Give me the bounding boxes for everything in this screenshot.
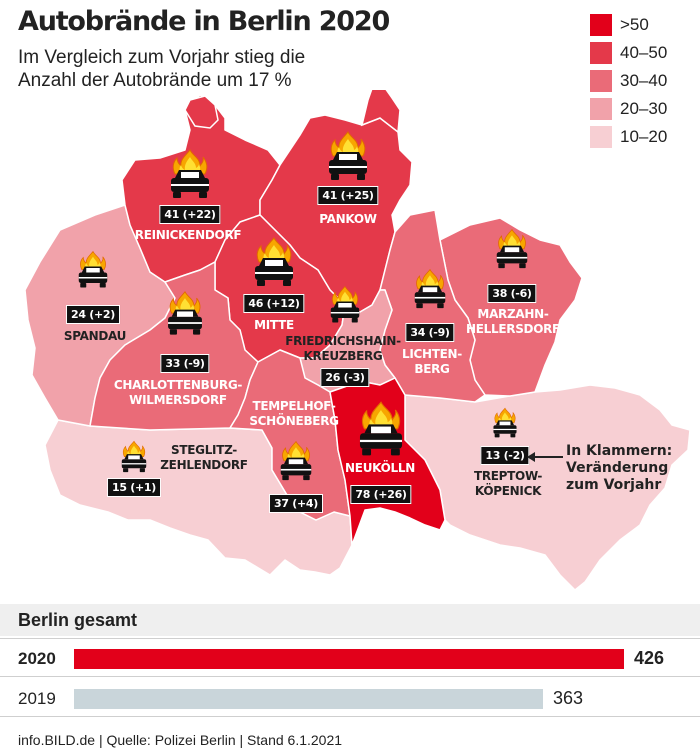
car-fire-icon — [251, 236, 297, 297]
count-treptow: 13 (-2) — [480, 446, 530, 465]
count-marzahn: 38 (-6) — [487, 284, 537, 303]
label-friedrichshain: FRIEDRICHSHAIN- KREUZBERG — [285, 334, 401, 363]
year-2019: 2019 — [18, 689, 56, 708]
legend-label: 30–40 — [620, 71, 668, 90]
car-fire-icon — [491, 407, 519, 446]
count-lichtenberg: 34 (-9) — [405, 323, 455, 342]
label-charlottenburg: CHARLOTTENBURG- WILMERSDORF — [113, 378, 243, 407]
label-lichtenberg: LICHTEN- BERG — [402, 347, 462, 376]
count-mitte: 46 (+12) — [243, 294, 305, 313]
legend-label: >50 — [620, 15, 649, 34]
legend-swatch — [590, 126, 612, 148]
source-line: info.BILD.de | Quelle: Polizei Berlin | … — [18, 732, 343, 748]
arrow-left-icon — [527, 452, 563, 462]
car-fire-icon — [119, 440, 149, 481]
label-treptow: TREPTOW- KÖPENICK — [473, 469, 543, 498]
car-fire-icon — [412, 268, 449, 318]
car-fire-icon — [76, 250, 111, 297]
district-area-reinickendorf-tip — [184, 95, 219, 129]
page-title: Autobrände in Berlin 2020 — [18, 6, 390, 37]
car-fire-icon — [494, 228, 531, 278]
car-fire-icon — [328, 285, 363, 332]
berlin-district-map — [24, 90, 691, 591]
divider — [0, 638, 700, 639]
legend-label: 40–50 — [620, 43, 668, 62]
legend-item: 40–50 — [590, 42, 700, 66]
page-subtitle: Im Vergleich zum Vorjahr stieg die Anzah… — [18, 47, 306, 91]
legend-item: >50 — [590, 14, 700, 38]
district-area-pankow-spike — [360, 90, 401, 134]
value-2019: 363 — [553, 688, 584, 708]
legend-label: 10–20 — [620, 127, 668, 146]
count-pankow: 41 (+25) — [317, 186, 379, 205]
count-reinickendorf: 41 (+22) — [159, 205, 221, 224]
count-friedrichshain: 26 (-3) — [320, 368, 370, 387]
legend-swatch — [590, 98, 612, 120]
label-neukoelln: NEUKÖLLN — [345, 461, 415, 475]
car-fire-icon — [167, 148, 213, 209]
legend-swatch — [590, 70, 612, 92]
divider — [0, 676, 700, 677]
label-marzahn: MARZAHN- HELLERSDORF — [466, 307, 560, 336]
label-mitte: MITTE — [254, 318, 294, 332]
label-spandau: SPANDAU — [63, 329, 127, 343]
car-fire-icon — [356, 400, 407, 467]
car-fire-icon — [165, 290, 206, 345]
change-note: In Klammern: Veränderung zum Vorjahr — [566, 443, 673, 493]
label-pankow: PANKOW — [319, 212, 377, 226]
legend-item: 20–30 — [590, 98, 700, 122]
car-fire-icon — [325, 130, 371, 191]
legend-swatch — [590, 14, 612, 36]
count-neukoelln: 78 (+26) — [350, 485, 412, 504]
value-2020: 426 — [634, 648, 665, 668]
bar-2019 — [74, 689, 543, 709]
bar-2020 — [74, 649, 624, 669]
divider — [0, 716, 700, 717]
label-tempelhof: TEMPELHOF- SCHÖNEBERG — [249, 399, 339, 428]
legend-item: 10–20 — [590, 126, 700, 150]
label-reinickendorf: REINICKENDORF — [134, 228, 242, 242]
year-2020: 2020 — [18, 649, 56, 668]
label-steglitz: STEGLITZ- ZEHLENDORF — [160, 443, 248, 472]
totals-title: Berlin gesamt — [18, 610, 138, 630]
totals-header-band — [0, 604, 700, 636]
district-area-treptow — [404, 384, 691, 591]
legend-label: 20–30 — [620, 99, 668, 118]
count-tempelhof: 37 (+4) — [269, 494, 323, 513]
legend-item: 30–40 — [590, 70, 700, 94]
count-spandau: 24 (+2) — [66, 305, 120, 324]
count-steglitz: 15 (+1) — [107, 478, 161, 497]
car-fire-icon — [278, 440, 315, 490]
district-area-tempelhof — [229, 349, 351, 521]
count-charlottenburg: 33 (-9) — [160, 354, 210, 373]
legend-swatch — [590, 42, 612, 64]
